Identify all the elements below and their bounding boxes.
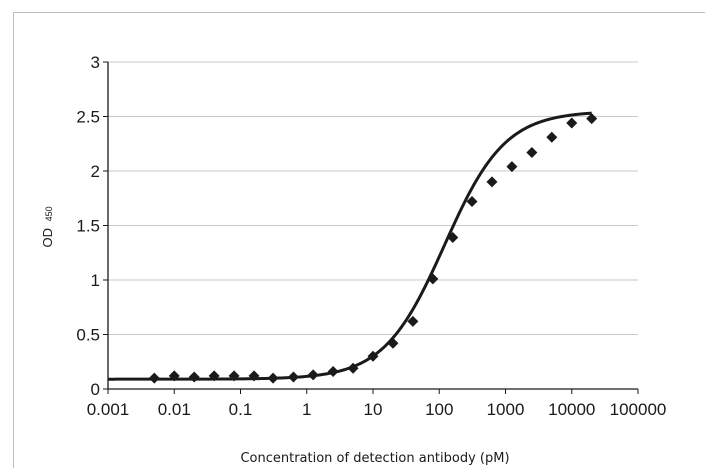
y-tick-label-2: 1	[91, 271, 100, 290]
gridlines	[108, 61, 638, 335]
data-point-21	[566, 117, 578, 129]
y-tick-label-0: 0	[91, 380, 100, 399]
data-point-22	[586, 113, 598, 125]
y-tick-label-4: 2	[91, 162, 100, 181]
data-point-16	[466, 196, 478, 208]
y-axis-label: OD 450	[40, 206, 55, 247]
x-tick-label-3: 1	[302, 400, 311, 419]
fit-curve	[108, 111, 592, 381]
chart-frame	[13, 12, 705, 468]
data-point-1	[168, 370, 180, 382]
x-tick-labels: 0.001 0.01 0.1 1 10 100 1000 10000 100000	[87, 389, 667, 419]
x-tick-label-7: 10000	[548, 400, 595, 419]
data-point-12	[387, 337, 399, 349]
y-tick-label-5: 2.5	[76, 108, 100, 127]
data-point-14	[427, 273, 439, 285]
data-point-8	[307, 369, 319, 381]
x-tick-label-2: 0.1	[229, 400, 253, 419]
data-point-15	[447, 231, 459, 243]
x-tick-label-6: 1000	[487, 400, 525, 419]
y-tick-labels: 0 0.5 1 1.5 2 2.5 3	[76, 53, 108, 399]
data-point-9	[327, 366, 339, 378]
data-points	[148, 113, 598, 384]
x-tick-label-4: 10	[364, 400, 383, 419]
y-tick-label-1: 0.5	[76, 326, 100, 345]
fit-curve-line	[108, 111, 592, 381]
x-tick-label-8: 100000	[610, 400, 667, 419]
x-tick-label-1: 0.01	[158, 400, 191, 419]
data-point-5	[248, 370, 260, 382]
data-point-4	[228, 370, 240, 382]
data-point-0	[148, 372, 160, 384]
data-point-17	[486, 176, 498, 188]
data-point-13	[407, 315, 419, 327]
x-tick-label-0: 0.001	[87, 400, 130, 419]
data-point-10	[347, 362, 359, 374]
y-tick-label-3: 1.5	[76, 217, 100, 236]
data-point-2	[188, 371, 200, 383]
y-axis-label-main: OD	[40, 228, 55, 248]
x-tick-label-5: 100	[425, 400, 453, 419]
data-point-3	[208, 370, 220, 382]
data-point-19	[526, 146, 538, 158]
y-axis-label-sub: 450	[44, 206, 54, 221]
data-point-6	[267, 372, 279, 384]
data-point-20	[546, 131, 558, 143]
data-point-11	[367, 350, 379, 362]
x-axis-label: Concentration of detection antibody (pM)	[240, 451, 509, 466]
data-point-7	[287, 371, 299, 383]
y-tick-label-6: 3	[91, 53, 100, 72]
data-point-18	[506, 161, 518, 173]
